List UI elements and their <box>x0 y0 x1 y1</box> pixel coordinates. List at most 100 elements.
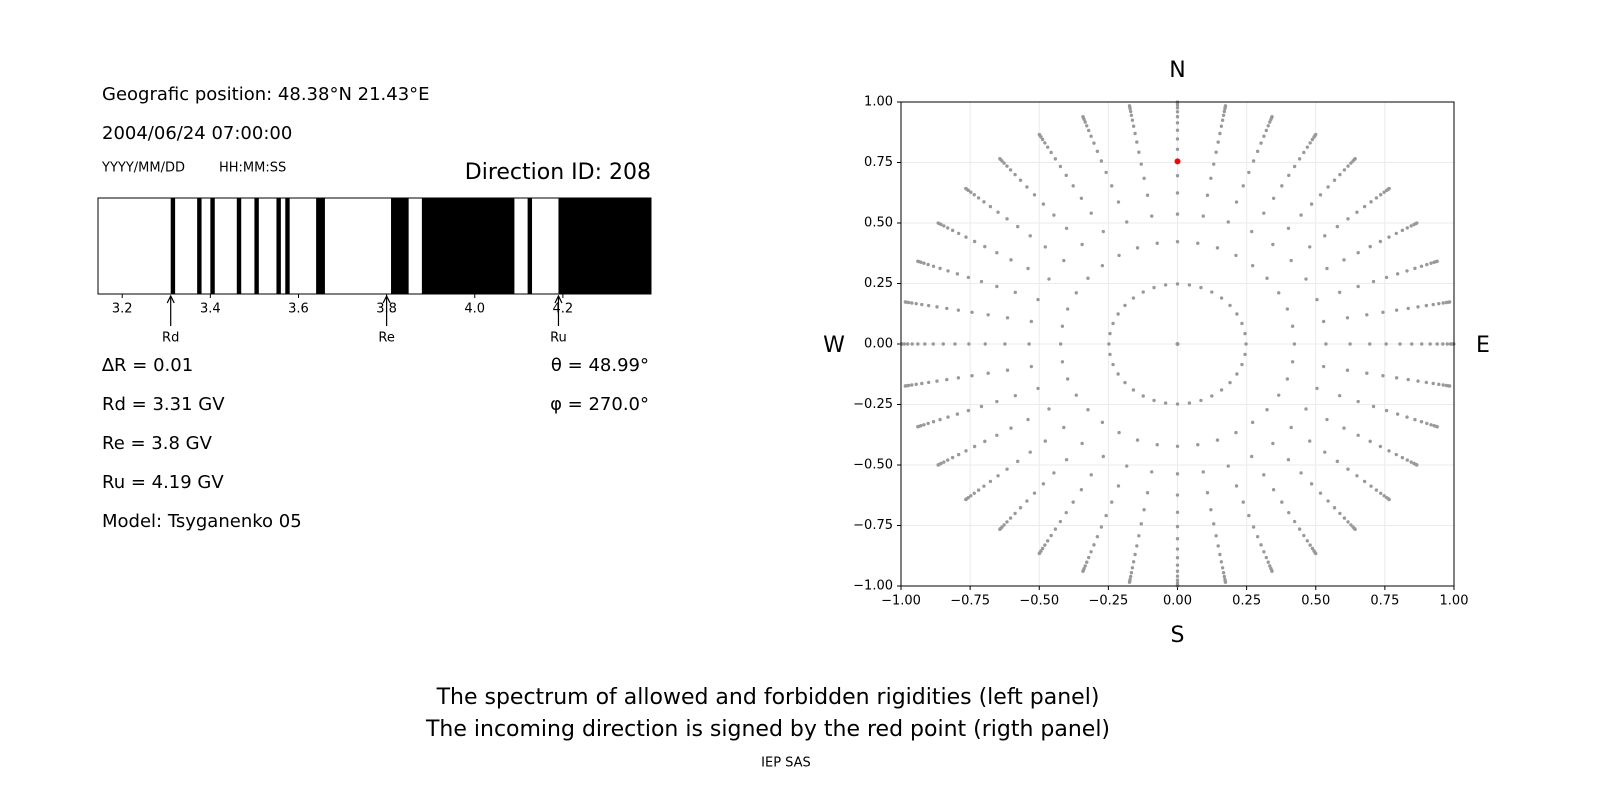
direction-point <box>1089 473 1093 477</box>
direction-point <box>1228 380 1232 385</box>
direction-point <box>1215 438 1220 442</box>
direction-point <box>1302 533 1306 538</box>
direction-point <box>1374 488 1379 492</box>
direction-point <box>1086 555 1091 560</box>
direction-point <box>1285 377 1290 381</box>
direction-point <box>1219 124 1224 128</box>
theta: θ = 48.99° <box>551 355 649 376</box>
direction-point <box>1262 473 1266 477</box>
direction-point <box>1128 109 1133 114</box>
direction-point <box>1108 331 1112 336</box>
x-tick-label: −0.25 <box>1088 594 1128 609</box>
direction-point <box>1415 463 1419 467</box>
direction-point <box>1323 450 1327 454</box>
direction-point <box>1355 474 1359 478</box>
direction-point <box>1175 472 1180 476</box>
direction-point <box>1441 383 1445 387</box>
x-tick-label: 0.25 <box>1232 594 1261 609</box>
direction-point <box>1175 137 1180 141</box>
direction-point <box>1005 368 1010 372</box>
direction-point <box>976 196 981 200</box>
direction-point <box>1064 173 1068 178</box>
direction-point <box>1175 110 1180 114</box>
direction-point <box>1235 312 1239 316</box>
direction-point <box>1387 186 1391 191</box>
direction-point <box>970 310 974 314</box>
direction-point <box>955 272 960 276</box>
direction-point <box>1218 131 1222 136</box>
direction-point <box>1175 115 1180 119</box>
direction-point <box>920 302 924 307</box>
y-tick-label: −0.50 <box>853 458 893 473</box>
direction-point <box>1175 556 1180 560</box>
direction-point <box>1220 118 1225 122</box>
direction-point <box>1447 384 1452 388</box>
direction-point <box>1425 262 1429 267</box>
direction-point <box>1089 134 1093 138</box>
direction-point <box>1226 220 1230 224</box>
direction-point <box>1326 185 1330 189</box>
forbidden-band <box>236 198 242 294</box>
direction-point <box>1005 217 1009 221</box>
direction-point <box>1116 200 1121 204</box>
direction-point <box>916 259 920 263</box>
direction-point <box>1133 552 1137 557</box>
direction-point <box>1420 342 1424 346</box>
direction-point <box>1150 470 1154 474</box>
direction-point <box>1290 360 1295 364</box>
direction-point <box>1029 319 1034 324</box>
direction-id: Direction ID: 208 <box>465 160 651 185</box>
re: Re = 3.8 GV <box>102 433 213 454</box>
x-tick-label: 0.00 <box>1163 594 1192 609</box>
y-tick-label: −1.00 <box>853 579 893 594</box>
direction-panel: −1.00 −0.75 −0.50 −0.25 0.00 0.25 0.50 0.75 1.00… <box>823 58 1490 648</box>
direction-point <box>1040 546 1045 551</box>
direction-point <box>1009 258 1013 262</box>
y-tick-label: 0.00 <box>864 337 893 352</box>
direction-point <box>1429 261 1433 265</box>
direction-point <box>1080 242 1084 247</box>
direction-point <box>1437 301 1441 306</box>
direction-point <box>1342 426 1346 430</box>
direction-point <box>1265 408 1269 412</box>
date-format: YYYY/MM/DD <box>101 161 185 176</box>
direction-point <box>1394 376 1399 380</box>
direction-point <box>986 313 990 317</box>
direction-point <box>1368 342 1372 346</box>
direction-point <box>1074 291 1078 295</box>
direction-point <box>1419 420 1424 424</box>
direction-point <box>1086 408 1090 412</box>
direction-point <box>1196 241 1200 245</box>
direction-point <box>1335 459 1340 464</box>
direction-point <box>1175 128 1180 132</box>
direction-point <box>1013 511 1017 516</box>
direction-point <box>1111 321 1115 326</box>
direction-point <box>1201 470 1205 474</box>
direction-point <box>1262 211 1266 215</box>
direction-point <box>1346 520 1350 524</box>
direction-point <box>1128 574 1133 579</box>
direction-point <box>1342 168 1347 172</box>
direction-point <box>1131 388 1136 392</box>
direction-point <box>1199 398 1203 403</box>
direction-point <box>1409 224 1413 228</box>
direction-point <box>988 204 993 209</box>
direction-point <box>910 342 914 346</box>
direction-point <box>1435 342 1439 346</box>
direction-point <box>923 342 927 346</box>
direction-point <box>1356 284 1360 289</box>
direction-point <box>1321 319 1326 324</box>
direction-point <box>1406 306 1410 311</box>
direction-point <box>1241 184 1245 188</box>
marker-arrow-head <box>166 294 175 304</box>
direction-point <box>972 193 976 197</box>
direction-point <box>1130 566 1135 570</box>
direction-point <box>1060 360 1065 364</box>
direction-point <box>1049 150 1053 155</box>
marker-label: Rd <box>162 331 179 346</box>
direction-point <box>946 269 950 273</box>
direction-point <box>1013 290 1018 295</box>
direction-point <box>1037 551 1042 556</box>
direction-point <box>1326 499 1330 503</box>
